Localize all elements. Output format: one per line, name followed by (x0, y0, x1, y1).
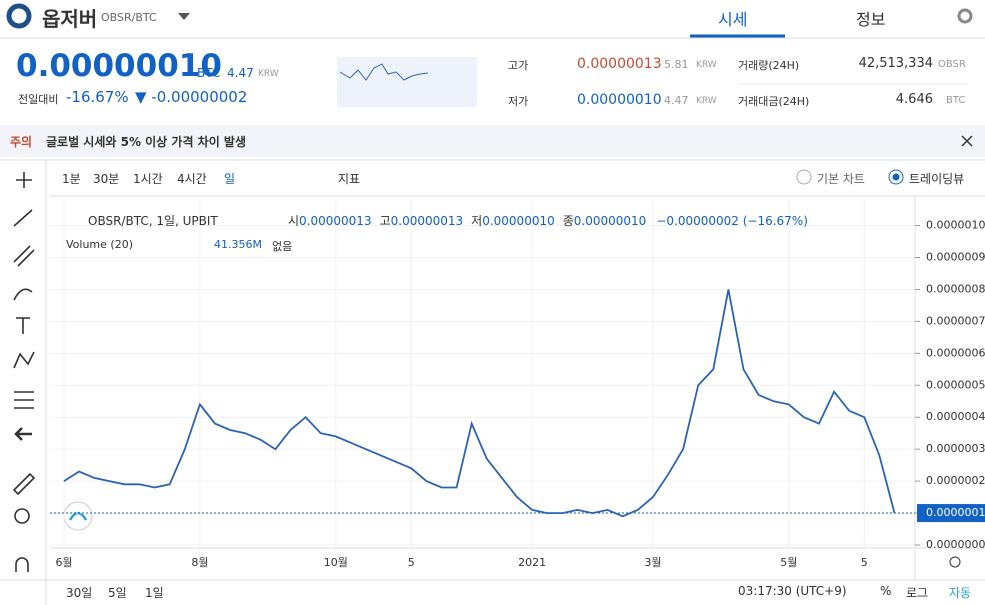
x-tick-label: 8월 (191, 556, 208, 569)
tab[interactable]: 시세 (718, 10, 748, 29)
high-krw: 5.81 (664, 58, 689, 71)
logo (6, 3, 32, 29)
chart-mode[interactable]: 트레이딩뷰 (909, 172, 965, 186)
notice-bar (0, 125, 985, 157)
legend-text: 0.00000013 (390, 214, 464, 228)
option[interactable]: 로그 (906, 586, 929, 600)
range[interactable]: 30일 (66, 586, 93, 600)
label: 거래량(24H) (738, 59, 800, 72)
legend-text: 시 (288, 214, 300, 228)
krw-unit: KRW (696, 60, 717, 70)
caret[interactable] (178, 13, 190, 20)
x-tick-label: 2021 (518, 556, 546, 569)
high: 0.00000013 (577, 56, 662, 72)
volume: 42,513,334 (858, 56, 933, 71)
notice-text: 글로벌 시세와 5% 이상 가격 차이 발생 (46, 135, 247, 149)
range[interactable]: 1일 (145, 586, 164, 600)
clock: 03:17:30 (UTC+9) (738, 584, 847, 598)
last-price-label: 0.00000010 (926, 506, 985, 519)
radio[interactable] (888, 169, 904, 185)
change-label: 전일대비 (18, 93, 59, 106)
interval[interactable]: 1시간 (133, 172, 163, 186)
legend-text: 저 (471, 214, 483, 228)
option[interactable]: % (880, 584, 892, 598)
last-price-box (917, 504, 985, 523)
volume-value: 41.356M (214, 238, 262, 251)
volume-extra: 없음 (272, 240, 293, 253)
legend-text: 고 (379, 214, 391, 228)
low: 0.00000010 (577, 92, 662, 108)
price: 0.00000010 (16, 48, 222, 84)
amount: 4.646 (895, 92, 933, 107)
interval[interactable]: 30분 (93, 172, 120, 186)
legend-text: 0.00000010 (573, 214, 647, 228)
logo-badge (63, 501, 93, 531)
chart-mode[interactable]: 기본 차트 (817, 172, 865, 186)
range[interactable]: 5일 (108, 586, 127, 600)
ohlc-legend: 시0.00000013 고0.00000013 저0.00000010 종0.0000… (288, 212, 808, 229)
price-unit: BTC (197, 66, 221, 80)
interval[interactable]: 1분 (62, 172, 81, 186)
option[interactable]: 자동 (949, 586, 972, 600)
sparkline (339, 63, 429, 81)
low-krw: 4.47 (664, 94, 689, 107)
legend-text: 0.00000010 (482, 214, 555, 228)
unit: OBSR (938, 59, 966, 70)
x-tick-label: 5 (861, 556, 868, 569)
price-line (63, 289, 896, 518)
tab[interactable]: 정보 (856, 10, 886, 29)
settings-icon[interactable] (957, 8, 973, 24)
y-tick-label: 0.00000100 (926, 219, 985, 232)
interval[interactable]: 4시간 (177, 172, 207, 186)
coin-name: 옵저버 (42, 7, 98, 31)
sparkline-box (337, 57, 477, 107)
chart-title: OBSR/BTC, 1일, UPBIT (88, 214, 218, 228)
x-tick-label: 6월 (55, 556, 72, 569)
x-tick-label: 5월 (780, 556, 797, 569)
krw: 4.47 (227, 66, 254, 80)
label: 저가 (508, 95, 529, 108)
close-icon[interactable] (961, 135, 973, 147)
x-tick-label: 10월 (324, 556, 348, 569)
legend-text: −0.00000002 (−16.67%) (656, 214, 808, 228)
label: 거래대금(24H) (738, 95, 810, 108)
legend-text: 0.00000013 (299, 214, 372, 228)
radio-dot (892, 173, 900, 181)
krw-unit: KRW (696, 96, 717, 106)
x-tick-label: 3월 (644, 556, 661, 569)
change-pct: -16.67% (66, 88, 129, 106)
radio[interactable] (796, 169, 812, 185)
legend-text: 종 (562, 214, 574, 228)
unit: BTC (946, 95, 966, 106)
interval[interactable]: 일 (224, 172, 236, 186)
x-tick-label: 5 (408, 556, 415, 569)
pair: OBSR/BTC (101, 11, 157, 24)
krw-unit: KRW (258, 69, 279, 79)
label: 고가 (508, 59, 529, 72)
change-abs: ▼ -0.00000002 (135, 88, 248, 106)
indicators[interactable]: 지표 (338, 172, 361, 186)
notice-label: 주의 (10, 135, 33, 149)
axis-settings[interactable] (949, 556, 961, 568)
volume-label: Volume (20) (66, 238, 133, 251)
drawing-tools[interactable] (12, 172, 36, 572)
